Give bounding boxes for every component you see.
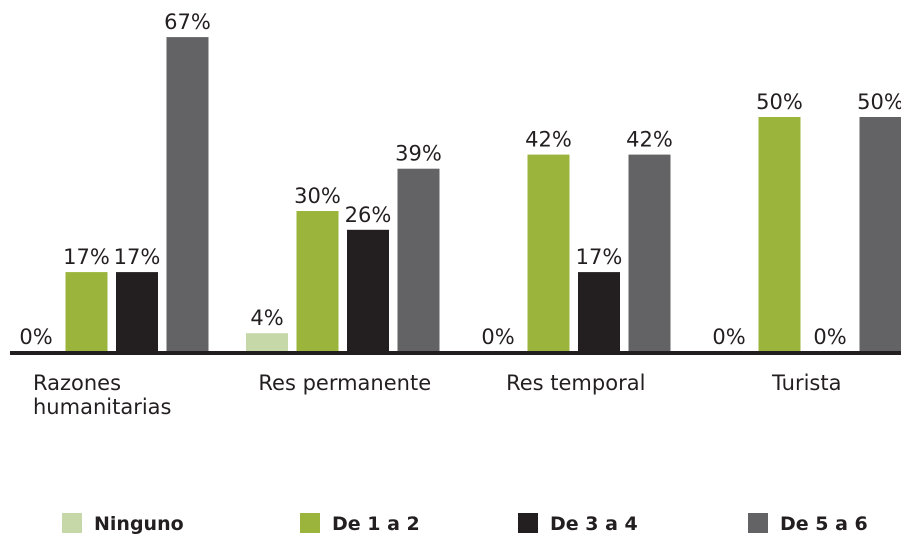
legend-label: De 5 a 6 xyxy=(780,513,868,535)
bar xyxy=(116,272,158,352)
value-label: 50% xyxy=(756,90,803,114)
category-label: Turista xyxy=(771,371,841,395)
value-label: 17% xyxy=(576,245,623,269)
value-label: 17% xyxy=(114,245,161,269)
legend-label: De 1 a 2 xyxy=(332,513,420,535)
value-label: 26% xyxy=(345,203,392,227)
value-label: 30% xyxy=(294,184,341,208)
value-label: 50% xyxy=(857,90,901,114)
category-label: Razones humanitarias xyxy=(33,371,171,419)
legend-label: De 3 a 4 xyxy=(550,513,638,535)
bar xyxy=(578,272,620,352)
legend-swatch xyxy=(518,513,538,533)
value-label: 42% xyxy=(525,128,572,152)
legend-swatch xyxy=(300,513,320,533)
value-label: 4% xyxy=(250,306,283,330)
value-label: 17% xyxy=(63,245,110,269)
category-label: Res temporal xyxy=(506,371,645,395)
legend-swatch xyxy=(748,513,768,533)
value-label: 67% xyxy=(164,10,211,34)
legend-label: Ninguno xyxy=(94,513,184,535)
value-label: 42% xyxy=(626,128,673,152)
value-label: 39% xyxy=(395,142,442,166)
bar xyxy=(65,272,108,352)
value-label: 0% xyxy=(813,325,846,349)
bar xyxy=(758,117,801,352)
category-label: Res permanente xyxy=(258,371,431,395)
bar xyxy=(246,333,288,352)
bar xyxy=(628,154,671,352)
value-label: 0% xyxy=(19,325,52,349)
bar xyxy=(347,229,389,352)
value-label: 0% xyxy=(481,325,514,349)
value-label: 0% xyxy=(712,325,745,349)
legend-swatch xyxy=(62,513,82,533)
bar xyxy=(166,37,209,352)
bar xyxy=(397,168,440,352)
bar xyxy=(296,211,339,352)
bar xyxy=(527,154,570,352)
bar xyxy=(859,117,901,352)
